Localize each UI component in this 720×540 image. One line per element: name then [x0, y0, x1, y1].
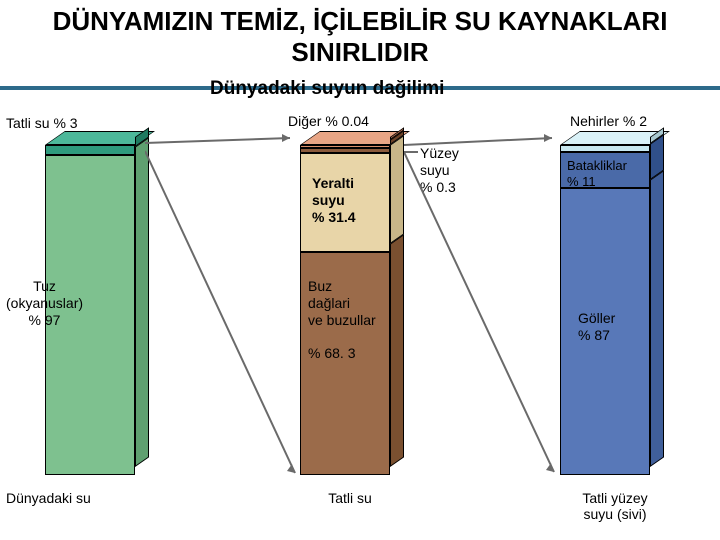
bar3-seg-rivers: [560, 145, 650, 152]
arrow-1-bottom: [145, 145, 305, 480]
label-lakes: Göller % 87: [578, 310, 615, 344]
label-swamps: Batakliklar % 11: [567, 158, 627, 189]
label-surface-water: Yüzey suyu % 0.3: [420, 145, 459, 195]
arrow-2-bottom: [404, 146, 564, 481]
subtitle-text: Dünyadaki suyun dağilimi: [210, 78, 444, 99]
bar1-side-seg2: [135, 137, 149, 467]
bottom-label-1: Dünyadaki su: [6, 490, 156, 506]
label-other: Diğer % 0.04: [288, 113, 369, 130]
bottom-label-2: Tatli su: [295, 490, 405, 506]
bar2-side4: [390, 234, 404, 467]
label-rivers: Nehirler % 2: [570, 113, 647, 130]
label-ice: Buz dağlari ve buzullar % 68. 3: [308, 278, 376, 362]
bottom-label-3: Tatli yüzey suyu (sivi): [555, 490, 675, 522]
page-title: DÜNYAMIZIN TEMİZ, İÇİLEBİLİR SU KAYNAKLA…: [0, 0, 720, 90]
bar1-side: [135, 127, 149, 467]
label-groundwater: Yeralti suyu % 31.4: [312, 175, 356, 225]
label-freshwater-pct: Tatli su % 3: [6, 115, 78, 132]
label-saltwater: Tuz (okyanuslar) % 97: [6, 278, 83, 328]
bar3-side3: [650, 170, 664, 467]
page-title-text: DÜNYAMIZIN TEMİZ, İÇİLEBİLİR SU KAYNAKLA…: [53, 6, 668, 67]
subtitle: Dünyadaki suyun dağilimi: [210, 78, 444, 100]
bar2-side: [390, 127, 404, 467]
bar2-side3: [390, 135, 404, 244]
arrow-1-top: [145, 130, 300, 160]
bar1-seg-freshwater: [45, 145, 135, 155]
bar3-side: [650, 127, 664, 467]
